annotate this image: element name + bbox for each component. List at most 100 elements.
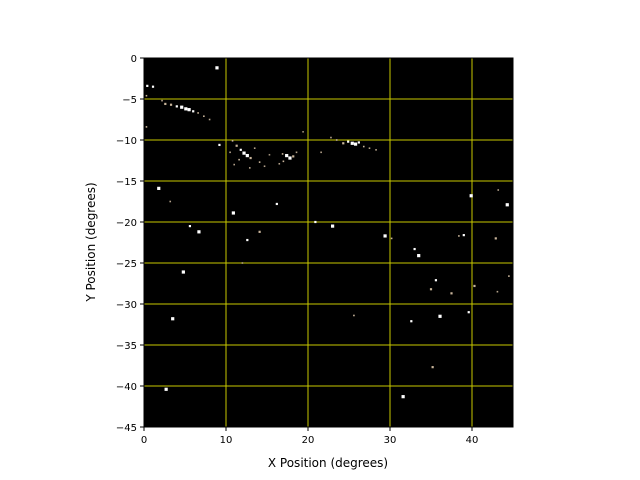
star-point	[161, 99, 163, 102]
y-tick-label: 0	[131, 54, 137, 65]
star-point	[231, 211, 235, 215]
star-point	[151, 85, 155, 88]
star-point	[268, 153, 271, 156]
star-point	[180, 105, 184, 109]
star-point	[467, 311, 470, 314]
star-point	[494, 237, 497, 240]
star-point	[282, 160, 285, 163]
star-point	[258, 230, 261, 233]
star-point	[164, 102, 167, 106]
star-point	[248, 167, 251, 169]
star-point	[350, 141, 354, 145]
star-point	[438, 314, 442, 318]
star-point	[429, 288, 433, 291]
star-point	[401, 395, 405, 399]
star-point	[295, 151, 298, 154]
star-point	[288, 156, 292, 160]
star-point	[203, 115, 205, 118]
star-point	[184, 107, 188, 111]
star-point	[362, 145, 365, 148]
star-point	[164, 387, 168, 391]
star-point	[473, 284, 476, 288]
star-point	[275, 202, 278, 206]
star-point	[242, 151, 246, 155]
star-point	[281, 153, 284, 155]
star-point	[469, 194, 473, 198]
star-point	[241, 262, 244, 264]
star-point	[353, 142, 358, 146]
star-point	[246, 238, 249, 242]
star-point	[410, 320, 413, 323]
y-axis-label: Y Position (degrees)	[84, 182, 98, 302]
star-point	[146, 84, 149, 87]
grid-lines	[144, 58, 513, 427]
star-point	[145, 126, 148, 128]
star-point	[263, 165, 266, 168]
y-tick-label: −40	[116, 382, 137, 393]
star-point	[497, 189, 500, 191]
y-tick-label: −35	[116, 341, 137, 352]
x-tick-label: 30	[384, 435, 397, 446]
star-point	[383, 234, 387, 238]
star-point	[417, 254, 421, 258]
x-axis-label: X Position (degrees)	[268, 456, 388, 470]
y-tick-label: −45	[116, 423, 137, 434]
star-point	[413, 247, 416, 251]
star-point	[187, 108, 191, 112]
y-tick-label: −30	[116, 300, 137, 311]
star-point	[233, 163, 235, 166]
star-point	[231, 140, 234, 142]
axes: 0 10 20 30 40 0 −5 −10 −15 −20 −25 −30 −35 −40 −45	[116, 54, 514, 446]
star-point	[458, 235, 460, 237]
star-point	[157, 186, 161, 190]
x-tick-label: 0	[141, 435, 147, 446]
star-point	[375, 149, 377, 151]
star-point	[175, 105, 178, 108]
star-point	[431, 366, 434, 369]
star-point	[330, 136, 332, 139]
star-point	[278, 162, 281, 165]
x-tick-label: 10	[220, 435, 233, 446]
y-tick-label: −10	[116, 136, 137, 147]
y-tick-label: −25	[116, 259, 137, 270]
star-point	[285, 153, 289, 158]
star-point	[390, 237, 393, 240]
star-point	[208, 118, 211, 121]
plot-frame	[143, 57, 514, 428]
star-point	[505, 203, 509, 207]
star-point	[145, 94, 148, 97]
star-point	[292, 155, 295, 158]
x-tick-label: 20	[302, 435, 315, 446]
star-point	[357, 141, 360, 144]
star-point	[238, 158, 240, 161]
star-point	[314, 220, 317, 224]
star-point	[235, 144, 238, 147]
star-point	[192, 110, 195, 113]
x-tick-label: 40	[466, 435, 479, 446]
star-point	[253, 147, 256, 149]
y-tick-label: −15	[116, 177, 137, 188]
star-point	[258, 161, 261, 163]
star-point	[169, 103, 173, 106]
star-point	[245, 153, 249, 158]
star-point	[229, 151, 231, 154]
star-point	[239, 148, 242, 151]
star-point	[331, 224, 335, 228]
star-point	[450, 292, 453, 295]
y-tick-label: −20	[116, 218, 137, 229]
star-point	[508, 275, 510, 277]
star-point	[197, 230, 201, 234]
star-point	[171, 317, 175, 321]
star-point	[169, 200, 172, 203]
star-point	[320, 151, 322, 154]
star-point	[347, 140, 350, 143]
star-point	[181, 270, 185, 274]
star-point	[496, 290, 499, 293]
y-tick-label: −5	[122, 95, 137, 106]
star-point	[342, 142, 345, 145]
star-point	[215, 66, 219, 70]
plot-background	[144, 58, 513, 427]
star-point	[434, 279, 438, 282]
star-point	[197, 112, 199, 114]
